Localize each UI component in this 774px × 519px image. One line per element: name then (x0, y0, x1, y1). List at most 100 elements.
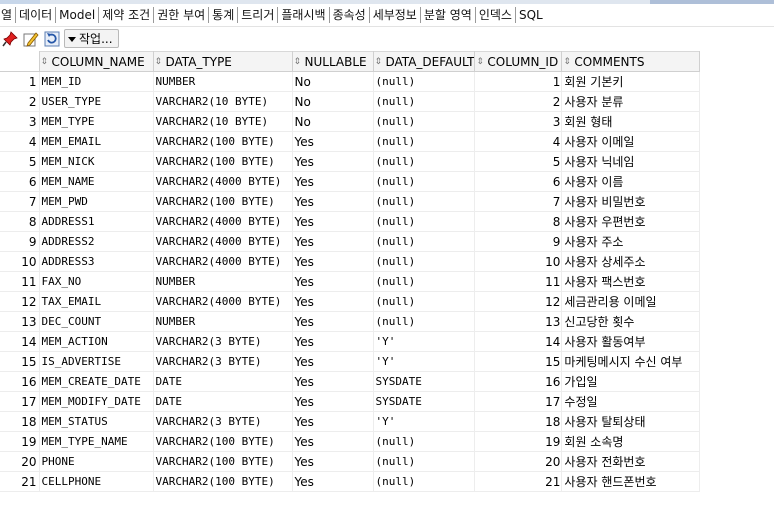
data-default-cell[interactable]: (null) (372, 91, 476, 112)
data-type-cell[interactable]: VARCHAR2(4000 BYTE) (152, 211, 293, 232)
refresh-icon[interactable] (44, 31, 60, 47)
column-id-cell[interactable]: 3 (474, 111, 563, 132)
column-id-cell[interactable]: 18 (474, 411, 563, 432)
table-row[interactable]: 4 MEM_EMAIL VARCHAR2(100 BYTE) Yes (null) 4 사용… (0, 131, 701, 152)
column-id-cell[interactable]: 1 (474, 71, 563, 92)
nullable-cell[interactable]: Yes (291, 131, 374, 152)
column-id-cell[interactable]: 6 (474, 171, 563, 192)
data-default-cell[interactable]: (null) (372, 131, 476, 152)
data-default-cell[interactable]: (null) (372, 111, 476, 132)
table-row[interactable]: 12 TAX_EMAIL VARCHAR2(4000 BYTE) Yes (null) 1… (0, 291, 701, 312)
tab-7[interactable]: 플래시백 (277, 7, 328, 23)
data-type-cell[interactable]: NUMBER (152, 271, 293, 292)
data-type-cell[interactable]: VARCHAR2(4000 BYTE) (152, 251, 293, 272)
nullable-cell[interactable]: No (291, 111, 374, 132)
comments-cell[interactable]: 사용자 닉네임 (561, 151, 701, 172)
data-default-cell[interactable]: 'Y' (372, 351, 476, 372)
pin-icon[interactable] (2, 31, 18, 47)
data-default-cell[interactable]: (null) (372, 191, 476, 212)
tab-6[interactable]: 트리거 (237, 7, 277, 23)
table-row[interactable]: 18 MEM_STATUS VARCHAR2(3 BYTE) Yes 'Y' 18 사용자 … (0, 411, 701, 432)
nullable-cell[interactable]: Yes (291, 251, 374, 272)
comments-cell[interactable]: 사용자 우편번호 (561, 211, 701, 232)
column-name-cell[interactable]: MEM_STATUS (38, 411, 154, 432)
sort-icon[interactable]: ⇕ (374, 57, 383, 67)
data-type-cell[interactable]: VARCHAR2(3 BYTE) (152, 331, 293, 352)
tab-1[interactable]: 데이터 (15, 7, 55, 23)
column-id-cell[interactable]: 13 (474, 311, 563, 332)
column-name-cell[interactable]: USER_TYPE (38, 91, 154, 112)
nullable-cell[interactable]: No (291, 91, 374, 112)
column-id-cell[interactable]: 11 (474, 271, 563, 292)
column-name-cell[interactable]: DEC_COUNT (38, 311, 154, 332)
nullable-cell[interactable]: Yes (291, 391, 374, 412)
data-type-cell[interactable]: VARCHAR2(10 BYTE) (152, 111, 293, 132)
tab-8[interactable]: 종속성 (328, 7, 369, 23)
column-header-comments[interactable]: ⇕ COMMENTS (561, 51, 701, 72)
comments-cell[interactable]: 세금관리용 이메일 (561, 291, 701, 312)
comments-cell[interactable]: 회원 소속명 (561, 431, 701, 452)
nullable-cell[interactable]: Yes (291, 151, 374, 172)
data-default-cell[interactable]: (null) (372, 251, 476, 272)
comments-cell[interactable]: 가입일 (561, 371, 701, 392)
column-name-cell[interactable]: MEM_TYPE_NAME (38, 431, 154, 452)
column-header-column-id[interactable]: ⇕ COLUMN_ID (474, 51, 563, 72)
column-id-cell[interactable]: 19 (474, 431, 563, 452)
data-type-cell[interactable]: DATE (152, 371, 293, 392)
table-row[interactable]: 5 MEM_NICK VARCHAR2(100 BYTE) Yes (null) 5 사용자… (0, 151, 701, 172)
nullable-cell[interactable]: Yes (291, 331, 374, 352)
table-row[interactable]: 6 MEM_NAME VARCHAR2(4000 BYTE) Yes (null) 6 사용… (0, 171, 701, 192)
column-id-cell[interactable]: 7 (474, 191, 563, 212)
column-name-cell[interactable]: ADDRESS3 (38, 251, 154, 272)
nullable-cell[interactable]: Yes (291, 271, 374, 292)
table-row[interactable]: 7 MEM_PWD VARCHAR2(100 BYTE) Yes (null) 7 사용자 … (0, 191, 701, 212)
data-default-cell[interactable]: 'Y' (372, 331, 476, 352)
column-id-cell[interactable]: 20 (474, 451, 563, 472)
comments-cell[interactable]: 사용자 비밀번호 (561, 191, 701, 212)
nullable-cell[interactable]: Yes (291, 411, 374, 432)
nullable-cell[interactable]: Yes (291, 231, 374, 252)
table-row[interactable]: 11 FAX_NO NUMBER Yes (null) 11 사용자 팩스번호 (0, 271, 701, 292)
tab-11[interactable]: 인덱스 (474, 7, 515, 23)
table-row[interactable]: 8 ADDRESS1 VARCHAR2(4000 BYTE) Yes (null) 8 사용… (0, 211, 701, 232)
nullable-cell[interactable]: Yes (291, 211, 374, 232)
data-default-cell[interactable]: 'Y' (372, 411, 476, 432)
data-default-cell[interactable]: (null) (372, 471, 476, 492)
nullable-cell[interactable]: Yes (291, 291, 374, 312)
column-name-cell[interactable]: MEM_PWD (38, 191, 154, 212)
column-header-data-type[interactable]: ⇕ DATA_TYPE (152, 51, 293, 72)
comments-cell[interactable]: 사용자 이름 (561, 171, 701, 192)
column-id-cell[interactable]: 4 (474, 131, 563, 152)
column-name-cell[interactable]: MEM_ACTION (38, 331, 154, 352)
table-row[interactable]: 10 ADDRESS3 VARCHAR2(4000 BYTE) Yes (null) 10… (0, 251, 701, 272)
data-default-cell[interactable]: (null) (372, 231, 476, 252)
column-id-cell[interactable]: 8 (474, 211, 563, 232)
tab-10[interactable]: 분할 영역 (419, 7, 475, 23)
table-row[interactable]: 3 MEM_TYPE VARCHAR2(10 BYTE) No (null) 3 회원 형태 (0, 111, 701, 132)
nullable-cell[interactable]: Yes (291, 451, 374, 472)
data-default-cell[interactable]: SYSDATE (372, 391, 476, 412)
data-default-cell[interactable]: (null) (372, 171, 476, 192)
data-default-cell[interactable]: (null) (372, 431, 476, 452)
comments-cell[interactable]: 회원 형태 (561, 111, 701, 132)
table-row[interactable]: 21 CELLPHONE VARCHAR2(100 BYTE) Yes (null) 21… (0, 471, 701, 492)
data-default-cell[interactable]: (null) (372, 311, 476, 332)
table-row[interactable]: 9 ADDRESS2 VARCHAR2(4000 BYTE) Yes (null) 9 사용… (0, 231, 701, 252)
tab-12[interactable]: SQL (514, 7, 546, 23)
column-name-cell[interactable]: MEM_ID (38, 71, 154, 92)
column-id-cell[interactable]: 14 (474, 331, 563, 352)
comments-cell[interactable]: 사용자 전화번호 (561, 451, 701, 472)
column-id-cell[interactable]: 16 (474, 371, 563, 392)
sort-icon[interactable]: ⇕ (293, 57, 302, 67)
column-name-cell[interactable]: IS_ADVERTISE (38, 351, 154, 372)
column-name-cell[interactable]: TAX_EMAIL (38, 291, 154, 312)
comments-cell[interactable]: 회원 기본키 (561, 71, 701, 92)
column-header-column-name[interactable]: ⇕ COLUMN_NAME (38, 51, 154, 72)
data-type-cell[interactable]: VARCHAR2(100 BYTE) (152, 451, 293, 472)
data-type-cell[interactable]: NUMBER (152, 311, 293, 332)
column-name-cell[interactable]: CELLPHONE (38, 471, 154, 492)
comments-cell[interactable]: 사용자 팩스번호 (561, 271, 701, 292)
data-type-cell[interactable]: VARCHAR2(100 BYTE) (152, 151, 293, 172)
table-row[interactable]: 16 MEM_CREATE_DATE DATE Yes SYSDATE 16 가입일 (0, 371, 701, 392)
column-id-cell[interactable]: 2 (474, 91, 563, 112)
